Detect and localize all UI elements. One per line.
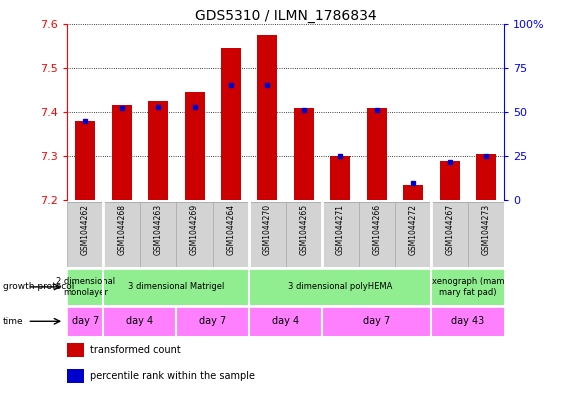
Bar bbox=[67, 343, 83, 357]
Text: GSM1044273: GSM1044273 bbox=[482, 204, 490, 255]
Text: GSM1044268: GSM1044268 bbox=[117, 204, 126, 255]
Text: percentile rank within the sample: percentile rank within the sample bbox=[90, 371, 255, 381]
Bar bbox=[112, 105, 132, 200]
Bar bbox=[359, 202, 395, 267]
Text: day 43: day 43 bbox=[451, 316, 484, 326]
Text: GSM1044265: GSM1044265 bbox=[300, 204, 308, 255]
Bar bbox=[286, 202, 322, 267]
Bar bbox=[67, 369, 83, 383]
Text: GSM1044272: GSM1044272 bbox=[409, 204, 417, 255]
Bar bbox=[395, 202, 431, 267]
Bar bbox=[431, 307, 504, 336]
Bar bbox=[67, 202, 104, 267]
Text: GSM1044264: GSM1044264 bbox=[227, 204, 236, 255]
Text: GSM1044262: GSM1044262 bbox=[81, 204, 90, 255]
Bar bbox=[322, 307, 431, 336]
Text: xenograph (mam
mary fat pad): xenograph (mam mary fat pad) bbox=[431, 277, 504, 297]
Bar bbox=[440, 161, 459, 200]
Bar bbox=[468, 202, 504, 267]
Text: GSM1044263: GSM1044263 bbox=[154, 204, 163, 255]
Bar bbox=[294, 108, 314, 200]
Bar bbox=[431, 269, 504, 305]
Bar bbox=[258, 35, 278, 200]
Bar bbox=[431, 202, 468, 267]
Bar bbox=[250, 202, 286, 267]
Text: day 7: day 7 bbox=[199, 316, 226, 326]
Bar bbox=[177, 307, 250, 336]
Bar bbox=[213, 202, 250, 267]
Bar bbox=[177, 202, 213, 267]
Text: GSM1044271: GSM1044271 bbox=[336, 204, 345, 255]
Bar bbox=[403, 185, 423, 200]
Bar bbox=[104, 202, 140, 267]
Bar bbox=[221, 48, 241, 200]
Bar bbox=[322, 202, 359, 267]
Bar bbox=[148, 101, 168, 200]
Text: GSM1044267: GSM1044267 bbox=[445, 204, 454, 255]
Text: day 7: day 7 bbox=[72, 316, 99, 326]
Bar bbox=[250, 269, 431, 305]
Text: GSM1044266: GSM1044266 bbox=[373, 204, 381, 255]
Text: GSM1044270: GSM1044270 bbox=[263, 204, 272, 255]
Bar bbox=[367, 108, 387, 200]
Bar bbox=[331, 156, 350, 200]
Text: 3 dimensional polyHEMA: 3 dimensional polyHEMA bbox=[288, 283, 392, 291]
Text: GSM1044269: GSM1044269 bbox=[190, 204, 199, 255]
Bar bbox=[67, 307, 104, 336]
Bar bbox=[104, 307, 177, 336]
Text: time: time bbox=[3, 317, 23, 326]
Text: day 7: day 7 bbox=[363, 316, 391, 326]
Bar bbox=[67, 269, 104, 305]
Text: 2 dimensional
monolayer: 2 dimensional monolayer bbox=[56, 277, 115, 297]
Bar bbox=[250, 307, 322, 336]
Bar bbox=[140, 202, 177, 267]
Text: growth protocol: growth protocol bbox=[3, 283, 74, 291]
Text: 3 dimensional Matrigel: 3 dimensional Matrigel bbox=[128, 283, 224, 291]
Text: transformed count: transformed count bbox=[90, 345, 181, 355]
Text: day 4: day 4 bbox=[127, 316, 153, 326]
Bar bbox=[75, 121, 95, 200]
Bar bbox=[185, 92, 205, 200]
Text: day 4: day 4 bbox=[272, 316, 299, 326]
Bar bbox=[476, 154, 496, 200]
Title: GDS5310 / ILMN_1786834: GDS5310 / ILMN_1786834 bbox=[195, 9, 377, 22]
Bar bbox=[104, 269, 250, 305]
